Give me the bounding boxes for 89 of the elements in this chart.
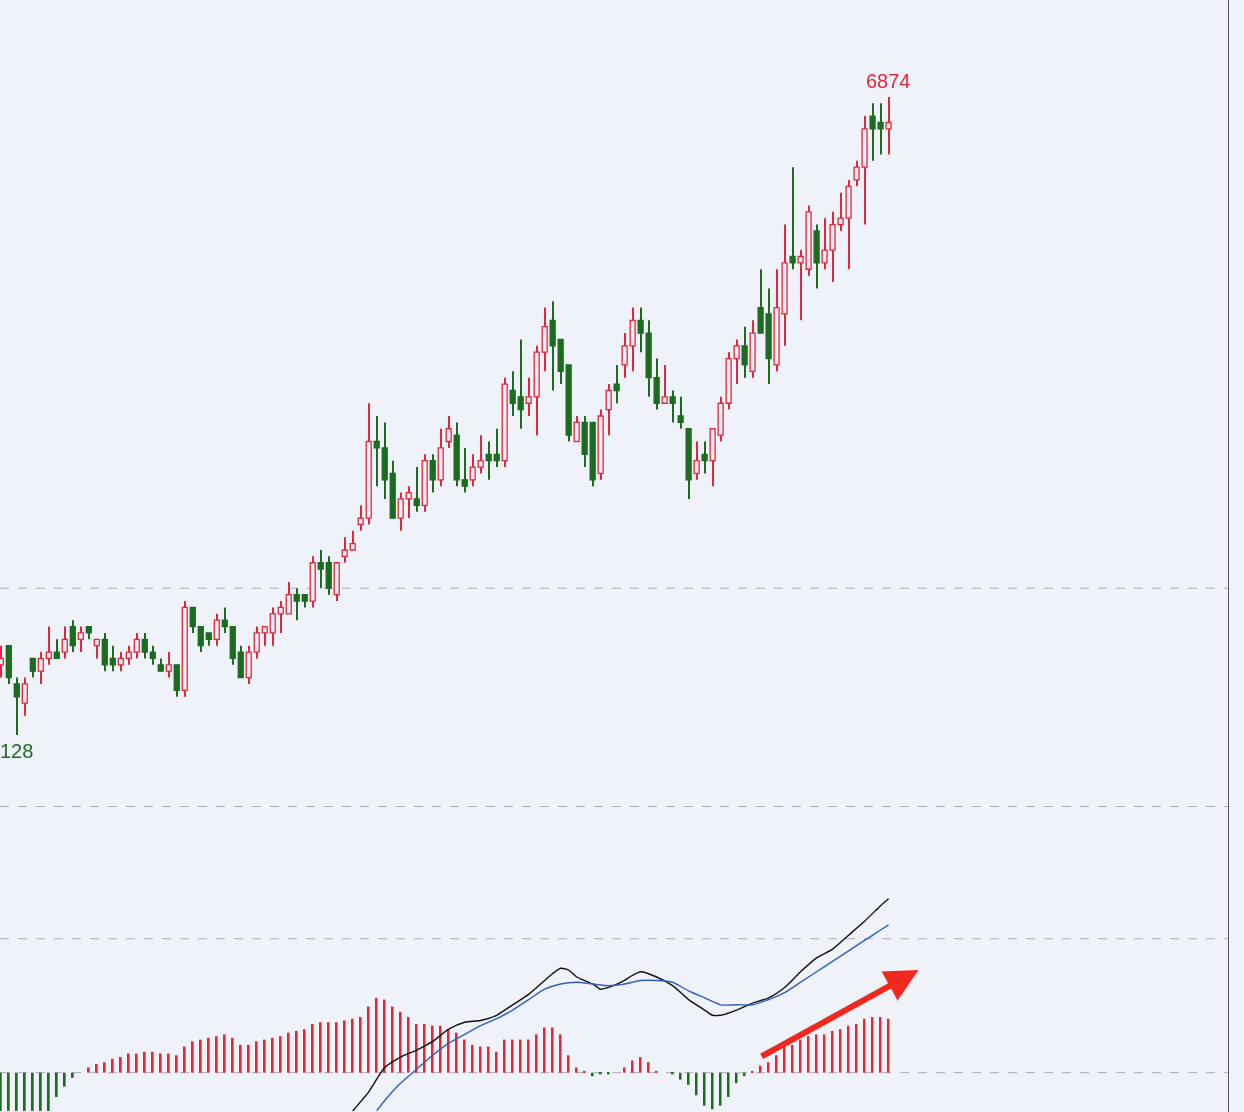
bar [583,1070,586,1073]
bar [175,1055,178,1073]
bar [551,1027,554,1073]
bar [567,1055,570,1073]
bar [55,1072,58,1098]
bar [167,1053,170,1073]
bar [231,1037,234,1073]
bar [463,1039,466,1073]
bar [87,1067,90,1073]
bar [511,1039,514,1073]
bar [655,1070,658,1073]
bar [559,1034,562,1073]
bar [335,1022,338,1073]
bar [431,1025,434,1073]
bar [183,1046,186,1073]
text: 128 [0,740,34,762]
bar [591,1072,594,1077]
bar [679,1072,682,1080]
bar [311,1023,314,1073]
bar [543,1027,546,1073]
bar [199,1039,202,1073]
bar [151,1051,154,1073]
bar [207,1037,210,1073]
bar [263,1039,266,1073]
bar [527,1039,530,1073]
bar [599,1072,602,1075]
annotation: 6874 [866,70,911,92]
bar [671,1072,674,1075]
bar [143,1051,146,1073]
bar [687,1072,690,1085]
bar [95,1063,98,1073]
bar [503,1039,506,1073]
bar [367,1006,370,1073]
bar [279,1036,282,1073]
bar [247,1044,250,1073]
bar [111,1058,114,1073]
bar [447,1029,450,1073]
bar [0,1072,2,1111]
bar [343,1020,346,1073]
bar [375,997,378,1073]
bar [103,1062,106,1073]
bar [215,1036,218,1073]
bar [519,1039,522,1073]
bar [391,1006,394,1073]
bar [47,1072,50,1111]
bar [319,1022,322,1073]
bar [359,1017,362,1073]
candlestick [789,167,796,270]
bar [479,1046,482,1073]
bar [31,1072,34,1111]
bar [415,1023,418,1073]
bar [423,1023,426,1073]
bar [439,1025,442,1073]
bar [399,1011,402,1073]
bar [695,1072,698,1096]
bar [607,1072,610,1075]
bar [383,999,386,1073]
bar [631,1060,634,1073]
bar [127,1053,130,1073]
bar [159,1053,162,1073]
bar [71,1072,74,1078]
bar [327,1022,330,1073]
bar [239,1044,242,1073]
bar [23,1072,26,1111]
bar [575,1067,578,1073]
bar [487,1046,490,1073]
bar [15,1072,18,1111]
bar [535,1034,538,1073]
bar [495,1051,498,1073]
bar [455,1032,458,1073]
bar [623,1067,626,1073]
bar [351,1018,354,1073]
bar [287,1032,290,1073]
bar [303,1029,306,1073]
bar [223,1034,226,1073]
bar [471,1044,474,1073]
bar [135,1053,138,1073]
bar [39,1072,42,1111]
bar [647,1062,650,1073]
bar [271,1037,274,1073]
bar [295,1030,298,1073]
bar [703,1072,706,1106]
bar [119,1057,122,1073]
bar [63,1072,66,1087]
bar [639,1057,642,1073]
bar [255,1041,258,1073]
bar [7,1072,10,1111]
bar [191,1041,194,1073]
bar [407,1017,410,1073]
